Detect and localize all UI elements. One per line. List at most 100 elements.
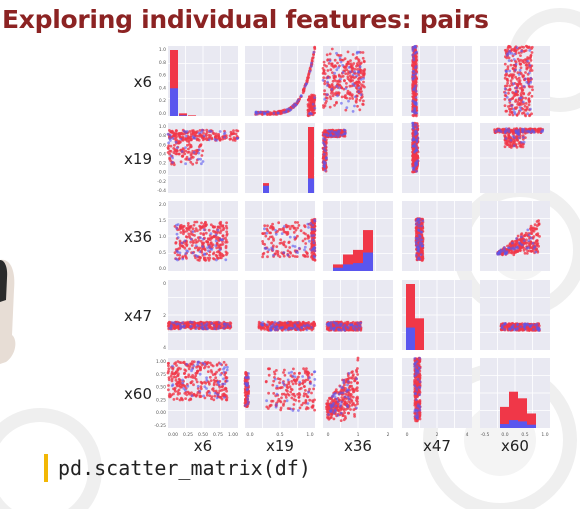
scatter-point-blue: [305, 328, 309, 332]
scatter-point-blue: [180, 241, 184, 245]
scatter-point-blue: [224, 325, 228, 328]
scatter-point-red: [183, 246, 187, 250]
scatter-point-red: [517, 51, 521, 55]
scatter-point-red: [276, 254, 280, 257]
scatter-point-blue: [520, 235, 523, 239]
scatter-point-blue: [309, 111, 312, 115]
scatter-point-red: [207, 228, 211, 232]
scatter-point-red: [361, 56, 365, 60]
scatter-point-blue: [323, 97, 327, 101]
scatter-point-red: [306, 108, 310, 112]
scatter-point-blue: [206, 327, 209, 331]
scatter-point-red: [349, 59, 352, 62]
scatter-point-blue: [414, 96, 418, 99]
scatter-point-red: [191, 155, 195, 159]
scatter-point-red: [346, 75, 350, 78]
scatter-point-blue: [412, 73, 416, 77]
scatter-point-red: [516, 102, 520, 106]
scatter-point-blue: [273, 325, 276, 329]
scatter-point-red: [357, 60, 361, 64]
scatter-point-red: [328, 105, 332, 109]
scatter-point-blue: [514, 68, 517, 72]
scatter-point-red: [224, 244, 228, 248]
scatter-point-blue: [175, 146, 179, 150]
scatter-point-blue: [181, 325, 185, 328]
scatter-point-red: [503, 94, 507, 97]
scatter-point-red: [307, 73, 311, 76]
scatter-point-blue: [415, 245, 419, 249]
scatter-point-red: [506, 325, 509, 328]
scatter-point-red: [513, 93, 517, 97]
scatter-point-red: [362, 59, 366, 63]
scatter-point-blue: [338, 133, 341, 137]
hist-bar-blue-x36-0.5: [343, 264, 353, 271]
scatter-point-blue: [255, 112, 258, 116]
scatter-point-red: [174, 241, 178, 245]
scatter-point-red: [307, 76, 310, 79]
scatter-point-red: [291, 254, 295, 258]
scatter-point-red: [528, 85, 532, 89]
scatter-point-red: [334, 65, 338, 68]
scatter-point-blue: [254, 110, 258, 114]
scatter-point-blue: [515, 86, 518, 89]
scatter-point-red: [519, 86, 522, 90]
scatter-point-red: [234, 132, 238, 136]
scatter-point-red: [527, 97, 531, 100]
scatter-point-blue: [299, 94, 303, 98]
scatter-point-blue: [297, 98, 301, 102]
scatter-point-red: [195, 220, 199, 224]
scatter-point-blue: [353, 95, 357, 99]
scatter-point-blue: [265, 231, 269, 235]
scatter-point-blue: [176, 250, 180, 254]
scatter-point-blue: [202, 228, 206, 232]
scatter-point-red: [340, 86, 344, 89]
scatter-point-blue: [517, 136, 521, 140]
scatter-point-blue: [343, 128, 346, 132]
scatter-point-blue: [185, 249, 189, 253]
scatter-point-red: [529, 53, 533, 57]
scatter-point-blue: [285, 108, 289, 111]
scatter-point-red: [527, 65, 530, 69]
scatter-point-blue: [505, 127, 508, 131]
scatter-point-blue: [351, 82, 355, 86]
scatter-point-red: [271, 222, 274, 226]
scatter-point-red: [229, 130, 233, 134]
scatter-point-blue: [515, 46, 519, 49]
scatter-point-red: [507, 45, 510, 49]
scatter-point-red: [321, 67, 325, 70]
scatter-point-red: [519, 249, 522, 252]
scatter-point-blue: [178, 322, 182, 326]
scatter-point-red: [228, 134, 232, 138]
scatter-point-red: [224, 240, 228, 244]
scatter-point-red: [305, 252, 309, 256]
scatter-point-red: [201, 138, 205, 142]
scatter-point-blue: [321, 78, 325, 82]
scatter-point-red: [166, 146, 170, 150]
scatter-point-red: [186, 136, 190, 140]
scatter-point-blue: [522, 84, 526, 88]
scatter-point-red: [362, 80, 365, 84]
scatter-point-red: [191, 239, 195, 243]
scatter-point-blue: [411, 99, 415, 103]
scatter-point-red: [212, 132, 216, 136]
scatter-point-red: [200, 154, 204, 157]
scatter-point-red: [177, 132, 181, 136]
scatter-point-blue: [175, 232, 179, 236]
scatter-point-red: [289, 321, 293, 325]
scatter-point-blue: [417, 224, 421, 228]
scatter-point-red: [520, 232, 524, 236]
scatter-point-blue: [325, 133, 329, 137]
scatter-point-red: [515, 106, 519, 109]
scatter-point-blue: [517, 73, 521, 76]
scatter-point-red: [517, 59, 521, 63]
scatter-point-red: [296, 234, 299, 238]
scatter-point-red: [282, 254, 286, 258]
scatter-point-blue: [332, 130, 336, 134]
scatter-point-blue: [184, 162, 188, 166]
scatter-point-blue: [510, 52, 514, 55]
scatter-point-red: [350, 84, 354, 88]
scatter-point-red: [321, 72, 325, 75]
scatter-point-blue: [181, 321, 184, 325]
scatter-point-red: [279, 228, 283, 231]
scatter-point-red: [216, 134, 220, 138]
